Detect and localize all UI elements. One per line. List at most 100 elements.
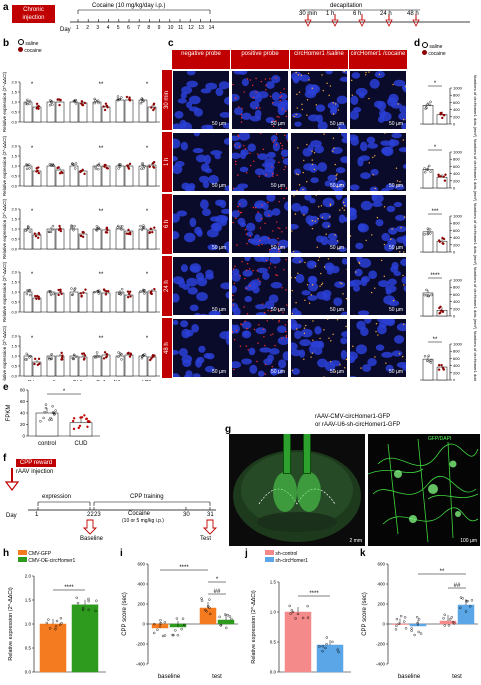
y-tick-label: 0 [453, 378, 456, 382]
probe-dot [266, 320, 268, 322]
data-point [74, 102, 78, 105]
probe-dot [352, 345, 354, 348]
nucleus [173, 276, 185, 285]
data-point [51, 103, 54, 106]
nucleus [191, 323, 200, 333]
probe-dot [249, 285, 251, 287]
bar [69, 165, 79, 187]
data-point [428, 103, 432, 106]
nucleus [254, 168, 265, 176]
nucleus [350, 351, 358, 361]
data-point [106, 228, 109, 232]
nucleus [193, 133, 200, 137]
data-point [116, 97, 120, 101]
timepoint-arrow [331, 19, 339, 27]
data-point [153, 226, 156, 229]
nucleus [329, 107, 338, 115]
probe-dot [371, 234, 373, 236]
data-point [35, 167, 38, 170]
data-point [148, 231, 152, 234]
legend-d-saline-label: saline [429, 44, 443, 50]
data-point [452, 622, 456, 625]
probe-dot [383, 275, 385, 278]
probe-dot [247, 349, 250, 351]
data-point [28, 356, 31, 359]
data-point [43, 410, 46, 414]
data-point [153, 107, 156, 110]
probe-dot [234, 97, 237, 99]
probe-dot [257, 211, 259, 213]
y-tick-label: 1000 [453, 342, 463, 347]
data-point [128, 292, 131, 295]
data-point [25, 164, 29, 167]
bar [138, 355, 148, 377]
data-point [54, 625, 58, 628]
bar [199, 607, 217, 625]
y-tick-label: 0 [453, 122, 456, 127]
probe-dot [259, 239, 261, 242]
probe-dot [261, 204, 263, 206]
probe-dot [335, 185, 338, 188]
probe-dot [243, 91, 245, 93]
bar [92, 355, 102, 377]
probe-dot [319, 337, 321, 340]
probe-dot [376, 216, 379, 219]
probe-dot [267, 201, 269, 204]
probe-dot [252, 96, 255, 99]
data-point [36, 363, 40, 367]
nucleus [308, 275, 317, 284]
probe-dot [291, 312, 294, 315]
nucleus [248, 347, 256, 356]
data-point [153, 287, 156, 291]
timepoint-label: 30 min [299, 11, 318, 17]
micrograph-tile: 50 µm [172, 132, 230, 192]
probe-dot [236, 244, 238, 246]
nucleus [268, 294, 279, 303]
nucleus [283, 201, 288, 211]
probe-dot [252, 269, 254, 272]
probe-dot [271, 365, 273, 368]
bar [32, 297, 42, 313]
nucleus [394, 335, 405, 344]
probe-dot [334, 163, 336, 166]
nucleus [381, 351, 394, 358]
nucleus [381, 232, 390, 242]
bar [284, 611, 312, 673]
nucleus [270, 135, 278, 143]
probe-dot [232, 304, 235, 306]
nucleus [342, 197, 347, 208]
significance-mark: * [31, 336, 34, 342]
micrograph-tile: 50 µm [349, 132, 407, 192]
nucleus [368, 270, 378, 280]
probe-dot [277, 243, 279, 245]
nucleus [173, 230, 180, 240]
probe-dot [249, 235, 252, 237]
probe-dot [310, 356, 312, 358]
data-point [209, 612, 212, 616]
data-point [161, 634, 165, 638]
significance-mark: * [216, 577, 219, 583]
nucleus [350, 110, 359, 120]
data-point [426, 227, 430, 230]
y-axis-label: Relative expression (2^-ΔΔCt) [2, 135, 7, 196]
nucleus [375, 219, 384, 227]
data-point [466, 600, 469, 603]
probe-dot [267, 309, 269, 312]
legend-sh-control-label: sh-control [275, 551, 298, 557]
probe-dot [326, 82, 328, 84]
probe-dot [338, 127, 341, 129]
data-point [77, 426, 80, 430]
data-point [83, 354, 87, 357]
nucleus [339, 76, 347, 82]
data-point [140, 97, 143, 100]
data-point [208, 606, 211, 610]
cpp-training-label: CPP training [130, 494, 164, 500]
data-point [448, 618, 452, 621]
data-point [141, 100, 144, 103]
data-point [102, 105, 105, 108]
nucleus [263, 358, 273, 366]
probe-dot [243, 145, 245, 147]
probe-dot [301, 103, 303, 106]
data-point [25, 358, 29, 361]
y-tick-label: 20 [20, 422, 26, 427]
